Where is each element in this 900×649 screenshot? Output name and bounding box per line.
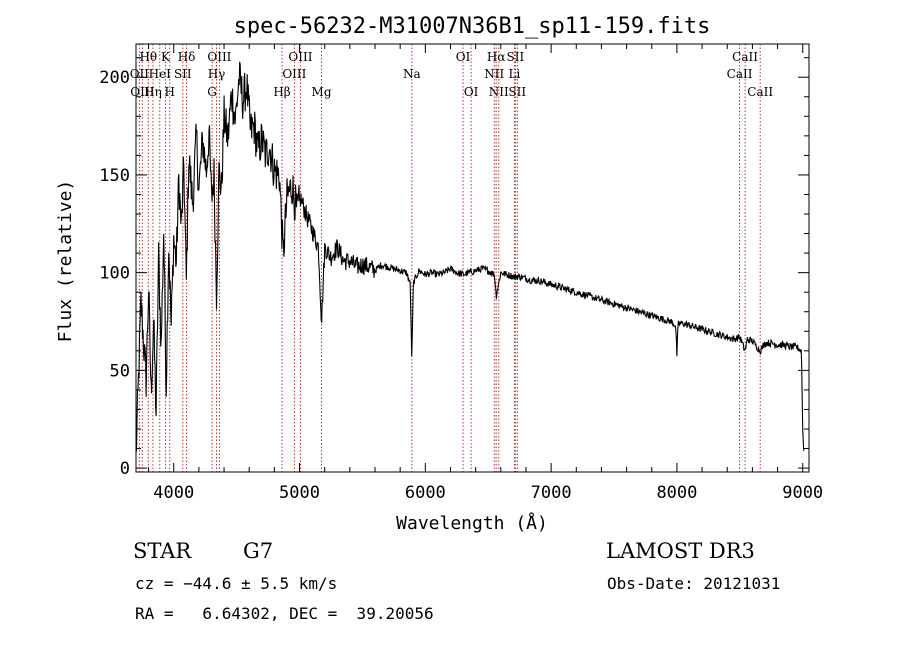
spectral-line-markers [138, 44, 761, 472]
spectral-line-label: OIII [282, 67, 306, 81]
x-tick-label: 9000 [782, 483, 823, 503]
spectral-line-label: Hδ [178, 50, 196, 64]
obs-date: Obs-Date: 20121031 [607, 574, 781, 593]
spectrum-series-line [135, 61, 805, 452]
spectral-line-label: CaII [747, 85, 773, 99]
spectral-line-label: Hα [487, 50, 506, 64]
chart-title: spec-56232-M31007N36B1_sp11-159.fits [234, 14, 711, 39]
spectral-line-label: OIII [288, 50, 312, 64]
x-tick-label: 5000 [279, 483, 320, 503]
plot-frame [135, 43, 810, 473]
spectral-line-label: OI [464, 85, 479, 99]
y-tick-label: 50 [110, 361, 130, 381]
y-tick-label: 100 [99, 264, 130, 284]
x-axis-label: Wavelength (Å) [396, 512, 548, 534]
y-axis-ticks: 0 50 100 150 200 [99, 57, 809, 479]
x-axis-ticks: 4000 5000 6000 7000 8000 9000 [148, 44, 823, 503]
spectral-line-label: HeI [149, 67, 172, 81]
spectral-line-label: OII [130, 67, 150, 81]
spectral-line-label: OI [456, 50, 471, 64]
spectral-line-label: SII [508, 85, 526, 99]
spectral-line-label: Hγ [208, 67, 226, 81]
spectral-line-label: NII [489, 85, 509, 99]
spectral-line-label: G [207, 85, 217, 99]
y-tick-label: 150 [99, 166, 130, 186]
x-tick-label: 6000 [405, 483, 446, 503]
spectral-line-label: Hθ [139, 50, 157, 64]
survey-name: LAMOST DR3 [606, 539, 755, 563]
spectral-line-label: K [161, 50, 171, 64]
object-class: STAR [133, 539, 192, 563]
spectral-line-label: H [164, 85, 174, 99]
spectral-line-label: Li [508, 67, 520, 81]
spectral-line-label: CaII [727, 67, 753, 81]
coordinates: RA = 6.64302, DEC = 39.20056 [135, 604, 434, 623]
spectral-line-label: Na [403, 67, 421, 81]
spectral-line-label: CaII [732, 50, 758, 64]
y-axis-label: Flux (relative) [55, 180, 76, 343]
y-tick-label: 0 [120, 459, 130, 479]
x-tick-label: 4000 [153, 483, 194, 503]
subclass: G7 [243, 539, 274, 563]
spectral-line-label: Mg [312, 85, 332, 99]
x-tick-label: 8000 [656, 483, 697, 503]
x-tick-label: 7000 [531, 483, 572, 503]
spectral-line-label: SII [174, 67, 192, 81]
y-tick-label: 200 [99, 68, 130, 88]
spectral-line-label: NII [484, 67, 504, 81]
spectral-line-label: OIII [207, 50, 231, 64]
spectral-line-label: SII [507, 50, 525, 64]
spectral-line-label: Hη [144, 85, 162, 99]
spectral-line-label: Hβ [273, 85, 290, 99]
redshift-value: cz = −44.6 ± 5.5 km/s [135, 574, 338, 593]
